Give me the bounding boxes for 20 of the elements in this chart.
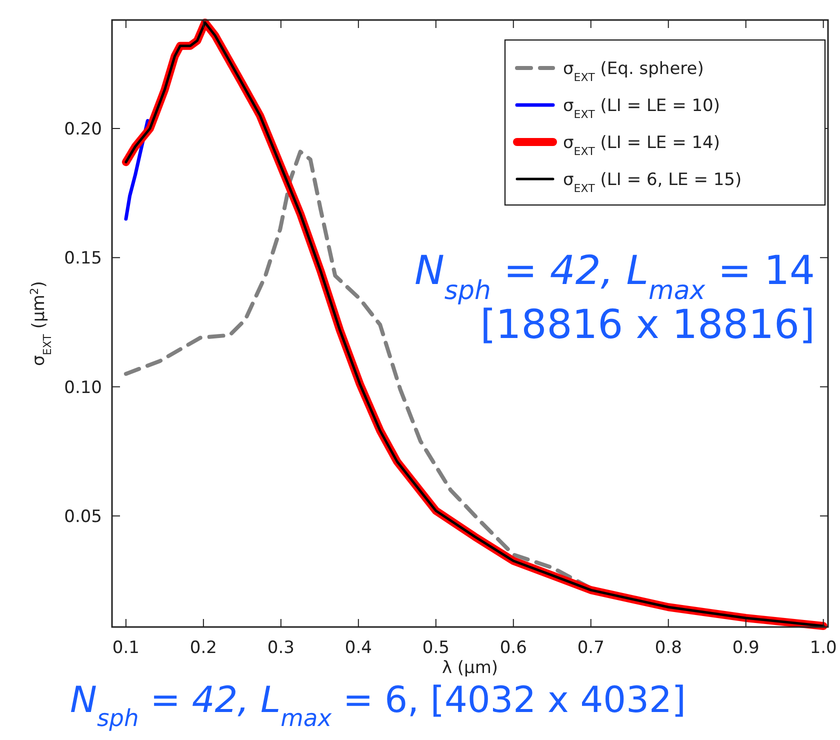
x-tick-label: 0.2 <box>190 638 217 658</box>
x-tick-label: 1.0 <box>810 638 837 658</box>
legend-label: σ$_{EXT}$ (LI = LE = 10) <box>563 96 720 120</box>
x-tick-label: 0.6 <box>500 638 527 658</box>
text: N$_{sph}$ = 42, L$_{max}$ = 6, [4032 x 4032] <box>70 680 686 732</box>
y-tick-label: 0.05 <box>64 506 102 527</box>
x-tick-label: 0.7 <box>577 638 604 658</box>
x-tick-label: 0.5 <box>422 638 450 658</box>
x-tick-label: 0.9 <box>732 638 760 658</box>
legend-label: σ$_{EXT}$ (LI = LE = 14) <box>563 133 720 158</box>
x-tick-label: 0.1 <box>112 638 140 658</box>
x-tick-label: 0.8 <box>654 638 682 658</box>
legend-label: σ$_{EXT}$ (Eq. sphere) <box>563 59 704 84</box>
x-axis-title: λ (μm) <box>442 658 498 678</box>
x-tick-label: 0.4 <box>344 638 372 658</box>
legend-label: σ$_{EXT}$ (LI = 6, LE = 15) <box>563 170 742 194</box>
y-tick-label: 0.20 <box>64 119 102 140</box>
y-tick-label: 0.15 <box>64 248 102 269</box>
y-tick-label: 0.10 <box>64 378 102 398</box>
x-tick-label: 0.3 <box>267 638 294 658</box>
